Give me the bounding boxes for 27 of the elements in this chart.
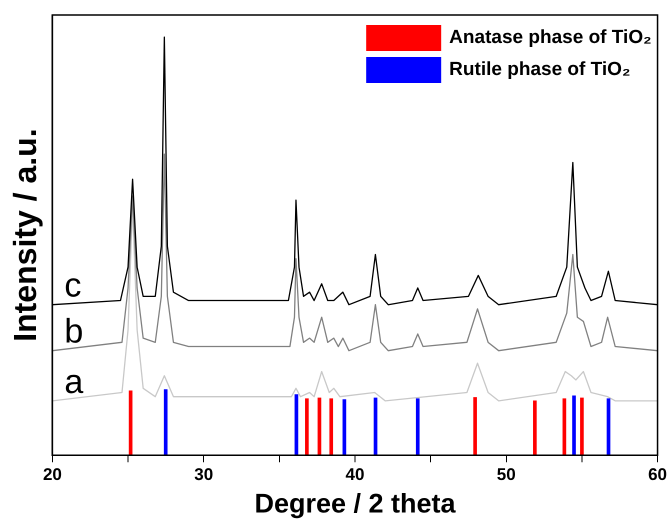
bar xyxy=(164,389,168,456)
bar xyxy=(562,398,566,456)
bar xyxy=(128,390,132,456)
x-axis-title: Degree / 2 theta xyxy=(254,488,456,518)
legend-label: Anatase phase of TiO₂ xyxy=(449,27,652,48)
x-tick-label: 20 xyxy=(42,465,62,484)
bar xyxy=(580,398,584,456)
bar xyxy=(473,397,477,456)
series-label: b xyxy=(64,312,84,351)
x-tick-label: 60 xyxy=(648,465,668,484)
bar xyxy=(572,396,576,456)
bar xyxy=(533,400,537,456)
y-axis-title: Intensity / a.u. xyxy=(7,128,44,342)
series-label: c xyxy=(64,266,82,305)
bar xyxy=(416,398,420,456)
series-label: a xyxy=(64,362,84,401)
bar xyxy=(374,398,378,456)
bar xyxy=(329,398,334,456)
bar xyxy=(305,398,309,456)
bar xyxy=(606,398,610,456)
bar xyxy=(318,398,322,456)
x-tick-label: 40 xyxy=(346,465,364,484)
x-tick-label: 30 xyxy=(194,465,214,484)
bar xyxy=(294,394,298,456)
x-tick-label: 50 xyxy=(496,465,516,484)
bar xyxy=(342,399,346,456)
legend-label: Rutile phase of TiO₂ xyxy=(449,59,630,80)
